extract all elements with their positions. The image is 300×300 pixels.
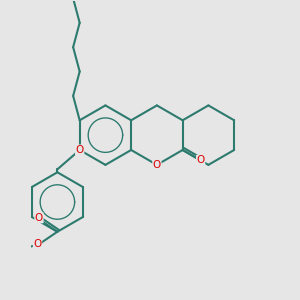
Text: O: O (153, 160, 161, 170)
Text: O: O (196, 155, 205, 165)
Text: O: O (76, 145, 84, 155)
Text: O: O (35, 213, 43, 223)
Text: O: O (33, 239, 42, 249)
